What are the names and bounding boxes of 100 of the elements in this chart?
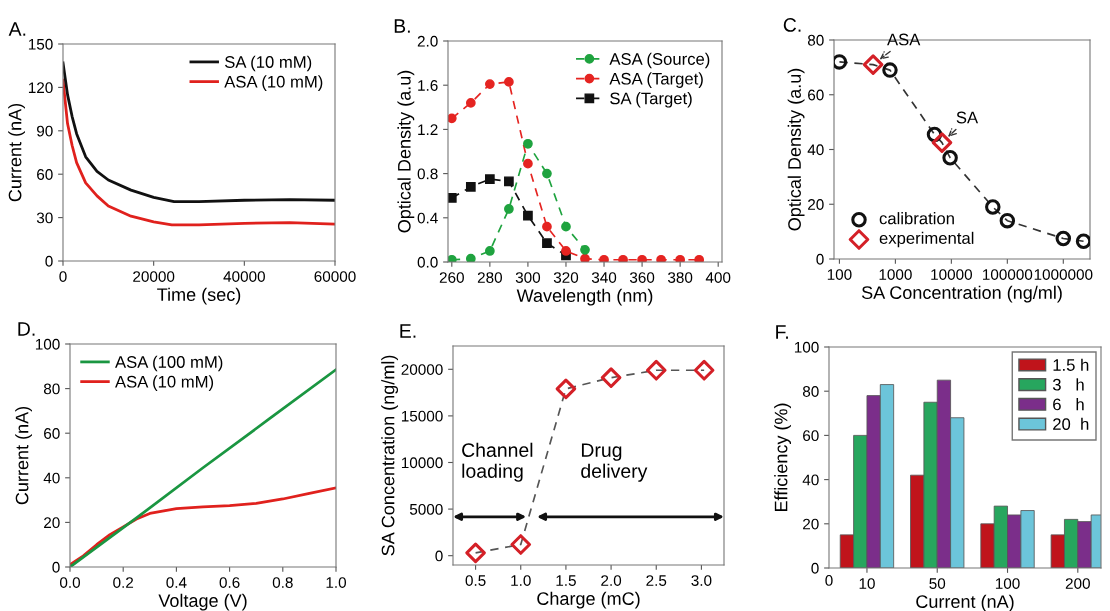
y-tick-label: 80	[807, 34, 824, 46]
y-tick-label: 0	[811, 562, 819, 574]
y-tick-label: 40	[802, 474, 819, 486]
y-axis-title: Current (nA)	[15, 406, 32, 505]
x-tick-label: 50	[929, 578, 946, 589]
x-tick-label: 340	[591, 272, 617, 283]
y-tick-label: 20	[808, 199, 824, 210]
x-tick-label: 1.5	[556, 575, 576, 586]
y-tick-label: 1.2	[418, 124, 438, 135]
x-axis-title: Voltage (V)	[158, 593, 247, 611]
x-axis-title: Current (nA)	[916, 594, 1014, 611]
y-tick-label: 90	[37, 125, 53, 137]
y-tick-label: 5000	[409, 503, 443, 515]
legend-label: ASA (100 mM)	[115, 355, 223, 372]
legend-label: SA (Target)	[610, 92, 692, 108]
x-tick-label: 400	[705, 272, 731, 283]
annotation: ASA	[887, 33, 921, 46]
x-tick-label: 260	[439, 272, 464, 283]
legend-label: calibration	[879, 212, 954, 225]
x-tick-label: 0	[59, 271, 67, 282]
x-tick-label: 1000	[879, 269, 912, 280]
y-tick-label: 0.8	[417, 168, 438, 180]
x-tick-label: 1000000	[1034, 269, 1093, 280]
x-tick-label: 0.6	[219, 577, 240, 588]
y-axis-title: Efficiency (%)	[774, 403, 792, 512]
legend-label: 6 h	[1053, 398, 1084, 411]
x-tick-label: 0.5	[465, 575, 486, 586]
y-tick-label: 30	[36, 212, 53, 224]
y-tick-label: 80	[43, 383, 60, 395]
chart-title: C.	[783, 18, 801, 32]
legend-label: 1.5 h	[1053, 358, 1089, 371]
y-tick-label: 100	[794, 341, 819, 353]
y-tick-label: 20000	[401, 364, 443, 375]
annotation: Drug delivery	[581, 443, 648, 482]
y-tick-label: 0	[52, 561, 60, 573]
x-axis-title: Charge (mC)	[537, 591, 640, 609]
y-tick-label: 150	[28, 38, 53, 50]
x-tick-label: 0.2	[113, 577, 134, 588]
y-tick-label: 120	[28, 82, 53, 94]
x-tick-label: 2.5	[646, 575, 667, 586]
y-tick-label: 0.0	[417, 256, 438, 268]
y-tick-label: 0	[45, 255, 53, 267]
x-tick-label: 100	[827, 269, 852, 280]
legend-label: 20 h	[1053, 417, 1089, 431]
y-tick-label: 0	[435, 550, 443, 562]
y-tick-label: 10000	[401, 457, 443, 469]
annotation: SA	[956, 111, 979, 124]
legend-label: 3 h	[1052, 378, 1084, 391]
x-tick-label: 100	[995, 578, 1020, 589]
x-tick-label: 10	[859, 578, 875, 589]
legend-label: SA (10 mM)	[224, 55, 312, 72]
x-tick-label: 300	[515, 272, 541, 283]
y-axis-title: Optical Density (a.u)	[787, 68, 805, 231]
x-tick-label: 2.0	[601, 575, 622, 586]
y-tick-label: 0.4	[417, 212, 438, 224]
y-tick-label: 60	[37, 169, 53, 180]
x-tick-label: 380	[667, 272, 693, 283]
y-tick-label: 20	[803, 518, 819, 530]
legend-label: ASA (10 mM)	[224, 75, 323, 91]
chart-title: B.	[394, 19, 410, 33]
x-tick-label: 20000	[133, 271, 175, 282]
y-tick-label: 15000	[401, 410, 443, 422]
legend-label: ASA (Source)	[609, 52, 710, 69]
chart-title: A.	[8, 22, 26, 36]
x-tick-label: 3.0	[691, 575, 712, 586]
chart-title: D.	[18, 322, 35, 336]
annotation: Channel loading	[462, 442, 533, 482]
y-tick-label: 2.0	[417, 35, 438, 47]
legend-label: ASA (10 mM)	[115, 375, 214, 391]
x-tick-label: 0.0	[59, 577, 81, 588]
x-tick-label: 320	[553, 272, 579, 283]
y-axis-title: Optical Density (a.u)	[397, 70, 415, 233]
y-tick-label: 40	[43, 472, 60, 484]
x-tick-label: 40000	[223, 271, 265, 282]
y-tick-label: 0	[816, 253, 824, 265]
y-tick-label: 60	[803, 430, 819, 442]
x-axis-title: Time (sec)	[157, 287, 241, 305]
x-tick-label: 10000	[931, 269, 973, 280]
legend-label: experimental	[879, 231, 974, 248]
y-tick-label: 40	[807, 144, 824, 156]
x-tick-label: 1.0	[326, 577, 347, 588]
y-axis-title: Current (nA)	[8, 103, 25, 202]
y-tick-label: 100	[35, 338, 60, 350]
x-axis-title: SA Concentration (ng/ml)	[861, 285, 1062, 303]
y-tick-label: 60	[44, 428, 60, 439]
y-axis-title: SA Concentration (ng/ml)	[381, 355, 399, 556]
x-tick-label: 360	[629, 272, 655, 283]
x-tick-label: 0.8	[272, 577, 293, 588]
x-tick-label: 60000	[314, 271, 356, 282]
x-tick-label: 100000	[983, 269, 1033, 280]
y-tick-label: 1.6	[418, 80, 438, 91]
y-tick-label: 80	[802, 386, 819, 397]
chart-title: E.	[400, 324, 416, 338]
y-tick-label: 60	[808, 89, 824, 101]
x-tick-label: 0.4	[166, 577, 187, 588]
x-axis-title: Wavelength (nm)	[516, 288, 653, 306]
y-tick-label: 20	[44, 517, 60, 529]
x-tick-label: 1.0	[511, 575, 531, 586]
x-tick-label: 200	[1065, 578, 1090, 589]
legend-label: ASA (Target)	[609, 72, 703, 88]
